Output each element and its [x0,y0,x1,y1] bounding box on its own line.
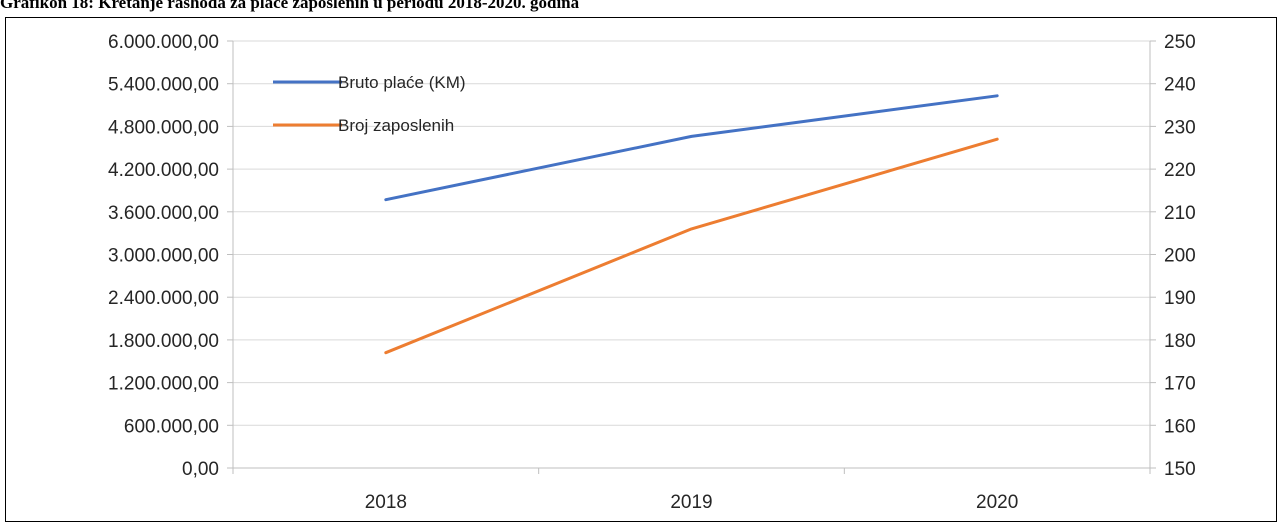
legend-label: Bruto plaće (KM) [338,73,466,92]
right-axis-tick-label: 240 [1164,75,1196,96]
left-axis-tick-label: 4.800.000,00 [108,117,219,138]
right-axis-tick-label: 210 [1164,203,1196,224]
series-line-2 [384,137,999,355]
left-axis-tick-label: 0,00 [182,459,219,480]
x-axis-tick-label: 2018 [365,492,407,513]
right-axis-tick-label: 170 [1164,374,1196,395]
chart-caption: Grafikon 18: Kretanje rashoda za plaće z… [0,0,580,12]
right-axis-tick-label: 230 [1164,117,1196,138]
right-axis-tick-label: 160 [1164,416,1196,437]
left-axis-tick-label: 5.400.000,00 [108,75,219,96]
right-axis-tick-label: 190 [1164,288,1196,309]
series-lines [384,94,999,355]
left-axis-tick-label: 3.000.000,00 [108,246,219,267]
x-axis-tick-label: 2019 [670,492,712,513]
left-axis-tick-label: 3.600.000,00 [108,203,219,224]
chart-frame [5,17,1277,522]
right-axis-tick-label: 220 [1164,160,1196,181]
gridlines [233,40,1150,426]
left-axis-tick-label: 2.400.000,00 [108,288,219,309]
right-axis-tick-label: 200 [1164,246,1196,267]
right-axis-tick-label: 180 [1164,331,1196,352]
x-axis-tick-label: 2020 [976,492,1018,513]
legend-label: Broj zaposlenih [338,116,454,135]
right-axis-tick-label: 250 [1164,32,1196,53]
left-axis-tick-label: 600.000,00 [124,416,219,437]
left-axis-tick-label: 4.200.000,00 [108,160,219,181]
legend: Bruto plaće (KM) Broj zaposlenih [273,73,466,135]
axes: 0,00 600.000,00 1.200.000,00 1.800.000,00 2.… [108,32,1196,513]
left-axis-tick-label: 1.200.000,00 [108,374,219,395]
series-line-1 [384,94,999,202]
left-axis-tick-label: 1.800.000,00 [108,331,219,352]
left-axis-tick-label: 6.000.000,00 [108,32,219,53]
right-axis-tick-label: 150 [1164,459,1196,480]
